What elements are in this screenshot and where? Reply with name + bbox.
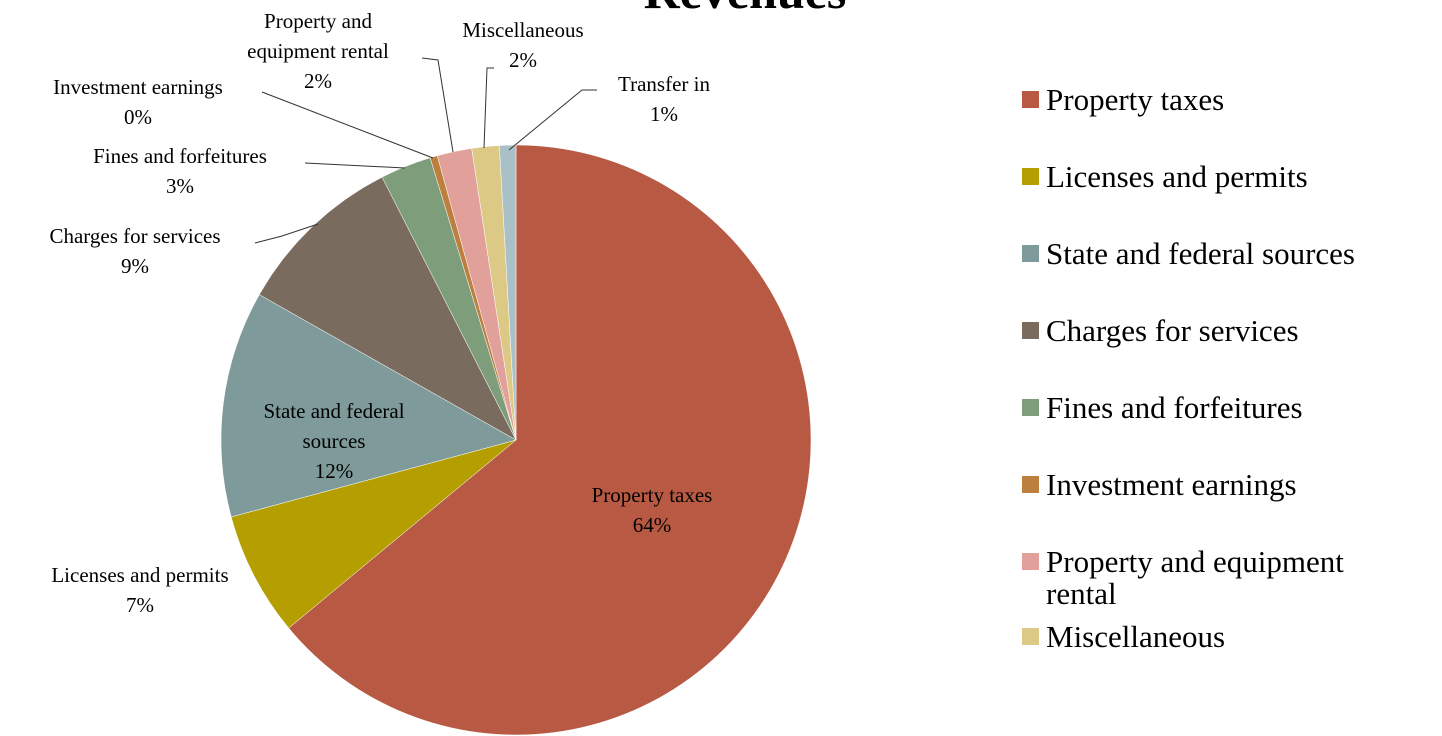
legend-label: State and federal sources xyxy=(1046,236,1355,271)
data-label-category: Licenses and permits xyxy=(51,563,228,587)
legend-swatch xyxy=(1022,476,1039,493)
data-label-value: 0% xyxy=(124,105,152,129)
data-label-category: Property and equipment rental xyxy=(247,9,389,63)
pie-slice xyxy=(230,439,517,629)
data-label-category: Investment earnings xyxy=(53,75,223,99)
chart-title: Revenues xyxy=(644,0,847,19)
data-label-category: State and federal sources xyxy=(263,399,404,453)
pie-slice xyxy=(499,144,517,441)
legend-swatch xyxy=(1022,553,1039,570)
data-label-value: 12% xyxy=(315,459,354,483)
legend-swatch xyxy=(1022,168,1039,185)
legend-label: Charges for services xyxy=(1046,313,1299,348)
data-label-value: 1% xyxy=(650,102,678,126)
data-label-value: 3% xyxy=(166,174,194,198)
data-label-value: 2% xyxy=(304,69,332,93)
leader-line xyxy=(304,162,406,169)
legend-swatch xyxy=(1022,628,1039,645)
leader-line xyxy=(261,91,434,159)
data-label-value: 2% xyxy=(509,48,537,72)
data-label-value: 9% xyxy=(121,254,149,278)
leader-line xyxy=(508,89,597,151)
legend-label: Miscellaneous xyxy=(1046,619,1225,654)
legend-label: Investment earnings xyxy=(1046,467,1297,502)
data-label-category: Property taxes xyxy=(592,483,713,507)
leader-line xyxy=(483,67,494,149)
data-label-category: Charges for services xyxy=(49,224,220,248)
data-label-category: Fines and forfeitures xyxy=(93,144,267,168)
legend-swatch xyxy=(1022,91,1039,108)
data-label-category: Miscellaneous xyxy=(462,18,583,42)
legend-swatch xyxy=(1022,322,1039,339)
pie-slice xyxy=(288,144,812,736)
pie-slice xyxy=(220,294,517,518)
data-label-category: Transfer in xyxy=(618,72,710,96)
legend-label: Property and equipment rental xyxy=(1046,544,1344,611)
data-label-value: 7% xyxy=(126,593,154,617)
data-label-value: 64% xyxy=(633,513,672,537)
leader-line xyxy=(254,223,319,244)
legend-label: Fines and forfeitures xyxy=(1046,390,1303,425)
legend-swatch xyxy=(1022,399,1039,416)
legend-label: Licenses and permits xyxy=(1046,159,1308,194)
legend-swatch xyxy=(1022,245,1039,262)
legend-label: Property taxes xyxy=(1046,82,1224,117)
pie-slice xyxy=(258,176,517,441)
leader-line xyxy=(421,57,454,153)
